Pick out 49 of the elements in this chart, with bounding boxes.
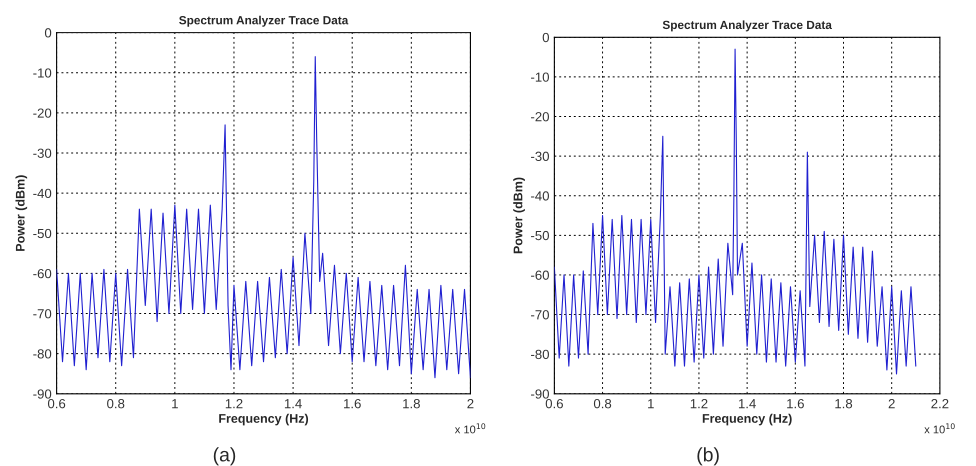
x-tick-label: 1.6 — [787, 398, 804, 408]
text: (b) — [697, 447, 719, 466]
x-tick-label: 0.6 — [48, 398, 66, 408]
text: (a) — [214, 447, 236, 466]
y-tick-label: -70 — [33, 309, 52, 318]
y-tick-label: 0 — [44, 28, 52, 38]
x-tick-label: 0.8 — [594, 398, 612, 408]
x-tick-label: 1.8 — [403, 398, 420, 408]
y-tick-label: -30 — [531, 152, 549, 162]
chart-title: Spectrum Analyzer Trace Data — [662, 20, 832, 32]
line-series — [56, 56, 470, 378]
x-tick-label: 2.2 — [931, 398, 948, 408]
text: x 10$^{10}$ — [454, 423, 486, 434]
y-axis-title: Power (dBm) — [513, 178, 525, 254]
y-tick-label: -70 — [531, 310, 549, 320]
x-tick-label: 0.8 — [107, 398, 124, 408]
y-tick-label: 0 — [542, 32, 549, 42]
y-tick-label: -90 — [531, 389, 549, 399]
line-series — [554, 48, 916, 375]
y-tick-label: -20 — [33, 108, 52, 118]
x-tick-label: 1.6 — [344, 398, 361, 408]
y-tick-label: -90 — [33, 389, 52, 399]
y-tick-label: -60 — [33, 268, 52, 278]
y-tick-label: -40 — [33, 188, 52, 198]
y-axis-title: Power (dBm) — [15, 175, 28, 251]
y-tick-label: -40 — [531, 191, 549, 201]
y-tick-label: -50 — [33, 228, 52, 238]
y-tick-label: -30 — [33, 148, 52, 158]
x-tick-label: 1 — [648, 399, 654, 408]
x-tick-label: 1.4 — [284, 399, 302, 408]
y-tick-label: -20 — [531, 112, 549, 122]
x-tick-label: 2 — [467, 398, 474, 408]
x-tick-label: 1.8 — [835, 398, 852, 408]
y-tick-label: -10 — [33, 68, 52, 78]
y-tick-label: -80 — [33, 349, 52, 359]
y-tick-label: -80 — [531, 350, 549, 360]
chart-title: Spectrum Analyzer Trace Data — [179, 16, 348, 27]
x-axis-title: Frequency (Hz) — [702, 414, 792, 426]
x-tick-label: 1.2 — [226, 398, 242, 408]
y-tick-label: -50 — [531, 230, 549, 240]
x-tick-label: 2 — [888, 398, 895, 408]
x-tick-label: 1 — [172, 399, 178, 408]
x-tick-label: 1.2 — [690, 398, 708, 408]
x-tick-label: 1.4 — [738, 399, 756, 408]
x-tick-label: 0.6 — [546, 398, 563, 408]
x-axis-title: Frequency (Hz) — [219, 414, 308, 426]
y-tick-label: -60 — [531, 270, 549, 280]
text: x 10$^{10}$ — [924, 423, 955, 434]
y-tick-label: -10 — [531, 72, 549, 82]
